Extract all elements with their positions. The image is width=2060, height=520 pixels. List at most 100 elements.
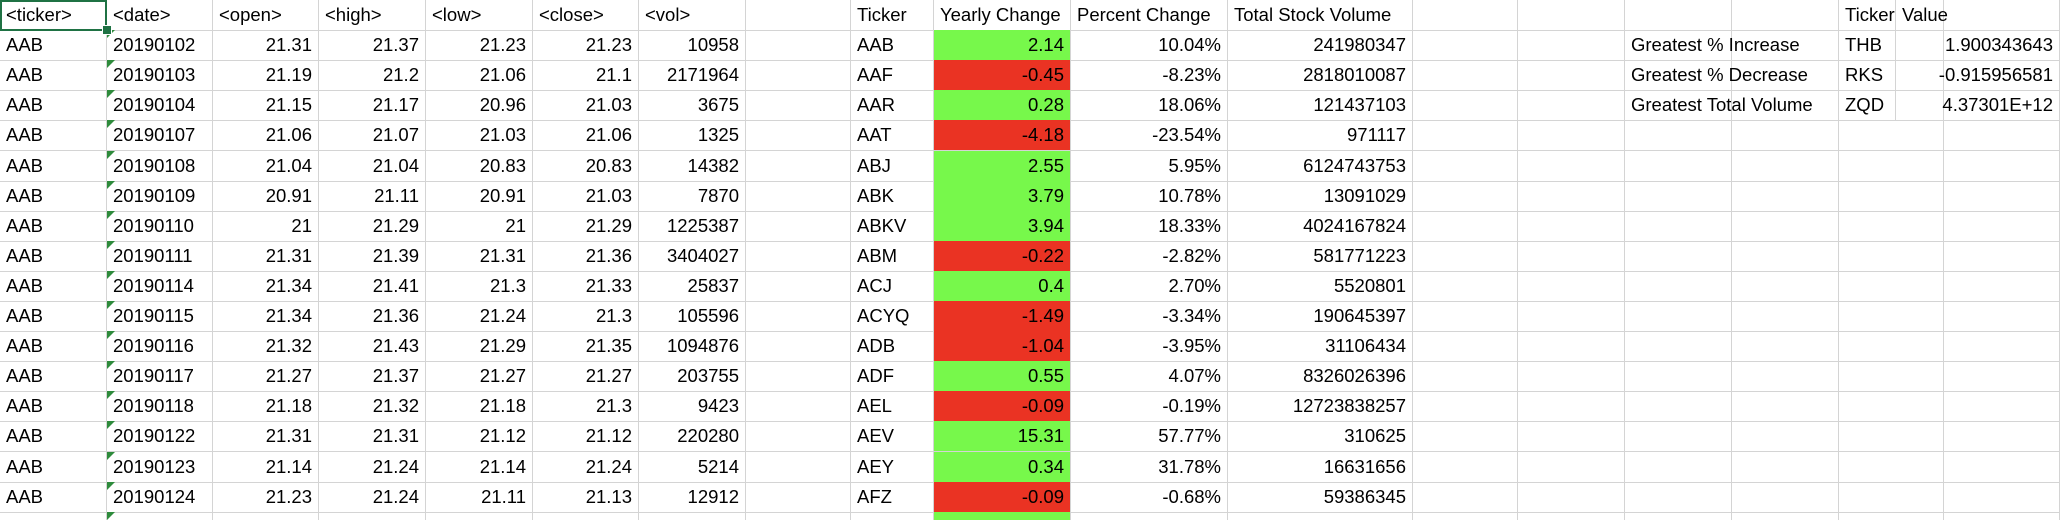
date-cell[interactable]: 20190107 <box>107 120 213 151</box>
header-cell[interactable]: <close> <box>533 0 639 31</box>
empty-cell[interactable] <box>1413 452 1518 483</box>
greatest-header-cell[interactable]: Value <box>1896 0 2060 31</box>
value-cell[interactable]: 9423 <box>639 391 746 422</box>
empty-cell[interactable] <box>533 512 639 520</box>
empty-cell[interactable] <box>1413 211 1518 242</box>
empty-cell[interactable] <box>213 512 319 520</box>
empty-cell[interactable] <box>746 30 851 61</box>
ticker-cell[interactable]: AAB <box>0 421 107 452</box>
empty-cell[interactable] <box>1839 452 1944 483</box>
empty-cell[interactable] <box>1839 120 1944 151</box>
empty-cell[interactable] <box>746 60 851 91</box>
percent-change-cell[interactable]: -2.82% <box>1071 241 1228 272</box>
date-cell[interactable] <box>107 512 213 520</box>
total-volume-cell[interactable]: 16631656 <box>1228 452 1413 483</box>
date-cell[interactable]: 20190110 <box>107 211 213 242</box>
empty-cell[interactable] <box>1839 361 1944 392</box>
greatest-ticker-cell[interactable]: THB <box>1839 30 1896 61</box>
empty-cell[interactable] <box>1732 452 1839 483</box>
summary-ticker-cell[interactable]: AAB <box>851 30 934 61</box>
yearly-change-cell[interactable]: -0.09 <box>934 391 1071 422</box>
empty-cell[interactable] <box>1625 301 1732 332</box>
value-cell[interactable]: 21.23 <box>213 482 319 513</box>
empty-cell[interactable] <box>1944 120 2060 151</box>
empty-cell[interactable] <box>1518 151 1625 182</box>
total-volume-cell[interactable]: 8326026396 <box>1228 361 1413 392</box>
value-cell[interactable]: 21.24 <box>426 301 533 332</box>
summary-ticker-cell[interactable]: ADF <box>851 361 934 392</box>
total-volume-cell[interactable]: 12723838257 <box>1228 391 1413 422</box>
value-cell[interactable]: 21.04 <box>319 151 426 182</box>
value-cell[interactable]: 21.27 <box>213 361 319 392</box>
value-cell[interactable]: 21.11 <box>319 181 426 212</box>
ticker-cell[interactable]: AAB <box>0 452 107 483</box>
value-cell[interactable]: 21.34 <box>213 271 319 302</box>
greatest-ticker-cell[interactable]: ZQD <box>1839 90 1896 121</box>
total-volume-cell[interactable]: 241980347 <box>1228 30 1413 61</box>
empty-cell[interactable] <box>1944 211 2060 242</box>
empty-cell[interactable] <box>1518 452 1625 483</box>
value-cell[interactable]: 21.17 <box>319 90 426 121</box>
empty-cell[interactable] <box>1413 181 1518 212</box>
empty-cell[interactable] <box>1732 361 1839 392</box>
empty-cell[interactable] <box>746 90 851 121</box>
empty-cell[interactable] <box>746 271 851 302</box>
summary-ticker-cell[interactable]: ADB <box>851 331 934 362</box>
empty-cell[interactable] <box>1228 512 1413 520</box>
value-cell[interactable]: 21.03 <box>426 120 533 151</box>
value-cell[interactable]: 5214 <box>639 452 746 483</box>
value-cell[interactable]: 10958 <box>639 30 746 61</box>
empty-cell[interactable] <box>1732 331 1839 362</box>
total-volume-cell[interactable]: 190645397 <box>1228 301 1413 332</box>
empty-cell[interactable] <box>1518 241 1625 272</box>
empty-cell[interactable] <box>1518 90 1625 121</box>
value-cell[interactable]: 21.13 <box>533 482 639 513</box>
empty-cell[interactable] <box>1625 181 1732 212</box>
date-cell[interactable]: 20190117 <box>107 361 213 392</box>
empty-cell[interactable] <box>1839 271 1944 302</box>
value-cell[interactable]: 21.3 <box>533 301 639 332</box>
empty-cell[interactable] <box>1071 512 1228 520</box>
ticker-cell[interactable]: AAB <box>0 60 107 91</box>
yearly-change-cell[interactable]: 15.31 <box>934 421 1071 452</box>
value-cell[interactable]: 21.29 <box>319 211 426 242</box>
summary-ticker-cell[interactable]: ABKV <box>851 211 934 242</box>
value-cell[interactable]: 20.96 <box>426 90 533 121</box>
ticker-cell[interactable]: AAB <box>0 120 107 151</box>
date-cell[interactable]: 20190109 <box>107 181 213 212</box>
value-cell[interactable]: 20.91 <box>213 181 319 212</box>
date-cell[interactable]: 20190124 <box>107 482 213 513</box>
value-cell[interactable]: 20.83 <box>426 151 533 182</box>
empty-cell[interactable] <box>426 512 533 520</box>
date-cell[interactable]: 20190111 <box>107 241 213 272</box>
value-cell[interactable]: 20.91 <box>426 181 533 212</box>
empty-cell[interactable] <box>1413 331 1518 362</box>
value-cell[interactable]: 21.32 <box>213 331 319 362</box>
percent-change-cell[interactable]: 18.06% <box>1071 90 1228 121</box>
value-cell[interactable]: 21.24 <box>533 452 639 483</box>
empty-cell[interactable] <box>1944 512 2060 520</box>
value-cell[interactable]: 1094876 <box>639 331 746 362</box>
value-cell[interactable]: 21.31 <box>426 241 533 272</box>
summary-header-cell[interactable]: Percent Change <box>1071 0 1228 31</box>
empty-cell[interactable] <box>1413 361 1518 392</box>
value-cell[interactable]: 21.12 <box>533 421 639 452</box>
empty-cell[interactable] <box>1839 331 1944 362</box>
empty-cell[interactable] <box>746 512 851 520</box>
yearly-change-cell[interactable]: -0.45 <box>934 60 1071 91</box>
empty-cell[interactable] <box>746 391 851 422</box>
empty-cell[interactable] <box>1732 271 1839 302</box>
date-cell[interactable]: 20190108 <box>107 151 213 182</box>
ticker-cell[interactable]: AAB <box>0 241 107 272</box>
value-cell[interactable]: 21.18 <box>426 391 533 422</box>
empty-cell[interactable] <box>1839 211 1944 242</box>
value-cell[interactable]: 21.23 <box>426 30 533 61</box>
empty-cell[interactable] <box>1625 151 1732 182</box>
percent-change-cell[interactable]: 18.33% <box>1071 211 1228 242</box>
ticker-cell[interactable]: AAB <box>0 391 107 422</box>
value-cell[interactable]: 1325 <box>639 120 746 151</box>
summary-header-cell[interactable]: Yearly Change <box>934 0 1071 31</box>
empty-cell[interactable] <box>1732 151 1839 182</box>
ticker-cell[interactable]: AAB <box>0 181 107 212</box>
